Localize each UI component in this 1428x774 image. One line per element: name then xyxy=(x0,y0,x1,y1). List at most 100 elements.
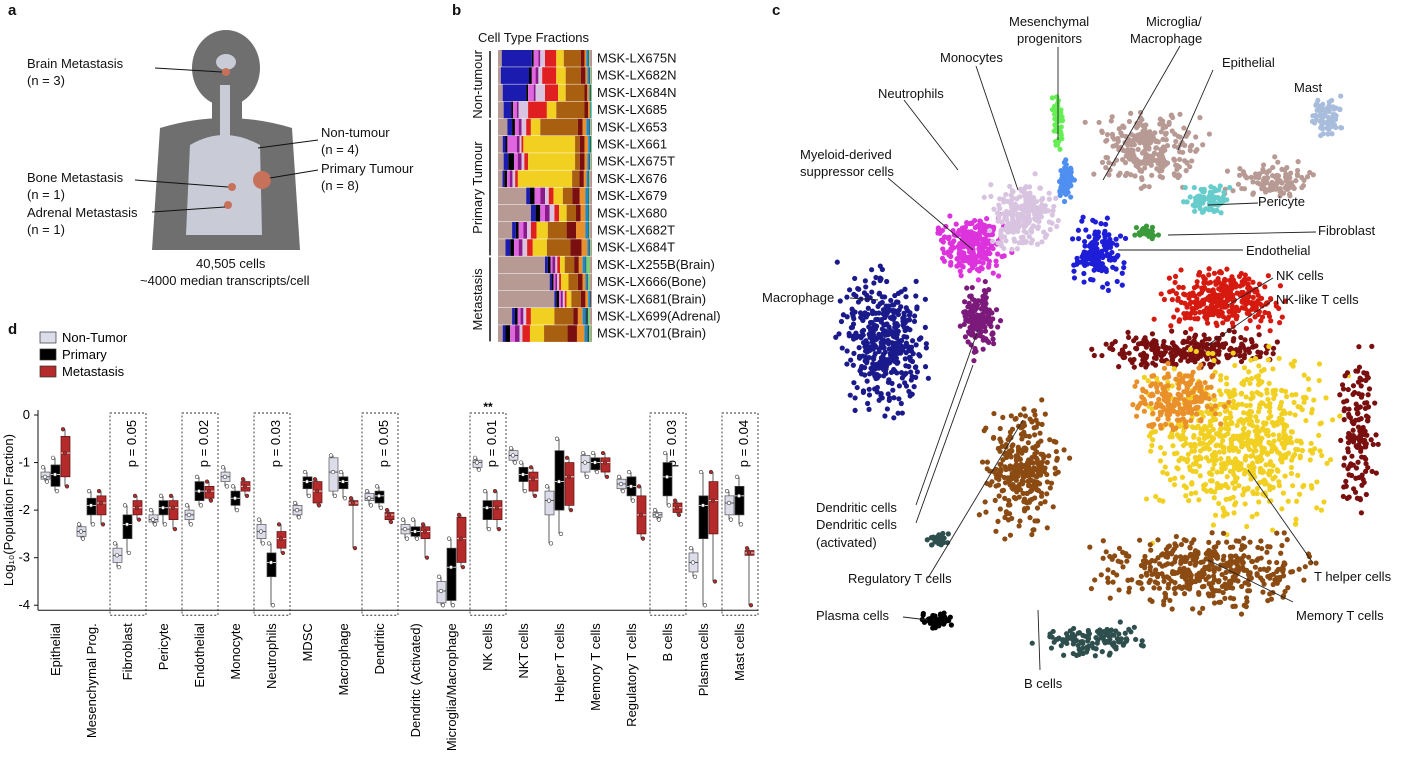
cell-point xyxy=(1340,493,1346,500)
cell-point xyxy=(1153,341,1159,348)
cell-point xyxy=(1035,224,1041,230)
cell-point xyxy=(889,302,896,308)
cell-point xyxy=(1192,334,1198,340)
cell-point xyxy=(1042,411,1048,417)
cell-point xyxy=(893,324,899,330)
cell-point xyxy=(870,298,877,305)
cell-point xyxy=(1338,437,1344,443)
cell-point xyxy=(1051,111,1058,117)
fraction-segment xyxy=(556,67,566,84)
cluster-label-dca1: Dendritic cells xyxy=(816,517,897,532)
fraction-segment xyxy=(500,67,530,84)
cell-point xyxy=(1008,192,1014,198)
sample-label: MSK-LX680 xyxy=(597,205,667,220)
cell-point xyxy=(1292,451,1298,458)
cell-point xyxy=(847,392,853,398)
cell-point xyxy=(1189,292,1195,298)
leader-line xyxy=(1177,69,1214,151)
cell-point xyxy=(947,213,953,219)
cell-point xyxy=(1082,262,1088,269)
cell-point xyxy=(1169,561,1175,567)
fraction-segment xyxy=(524,153,529,170)
cell-point xyxy=(1169,606,1175,612)
cell-point xyxy=(1198,388,1204,394)
cell-point xyxy=(1350,391,1356,397)
cell-point xyxy=(1006,511,1013,517)
cell-point xyxy=(933,621,939,627)
cell-point xyxy=(1193,411,1200,417)
cell-point xyxy=(890,387,896,393)
cell-point xyxy=(1256,181,1263,187)
cell-point xyxy=(1130,147,1136,154)
cell-point xyxy=(1278,550,1284,556)
cell-point xyxy=(879,299,885,306)
cell-point xyxy=(1196,463,1203,469)
cell-point xyxy=(1260,182,1267,188)
cell-point xyxy=(1169,357,1176,363)
fraction-segment xyxy=(546,239,571,256)
fraction-segment xyxy=(589,239,591,256)
cell-point xyxy=(1293,516,1299,522)
fraction-segment xyxy=(576,204,581,222)
fraction-segment xyxy=(576,222,586,239)
cell-point xyxy=(1265,357,1271,363)
cell-point xyxy=(864,378,870,384)
cell-point xyxy=(1182,184,1188,191)
cell-point xyxy=(1252,355,1259,362)
cell-point xyxy=(1065,181,1071,187)
cell-point xyxy=(1039,397,1045,403)
fraction-segment xyxy=(507,118,513,136)
cell-point xyxy=(1328,121,1334,127)
cell-point xyxy=(1123,636,1130,642)
cell-point xyxy=(877,275,883,281)
cell-point xyxy=(1270,345,1277,351)
cell-point xyxy=(1021,429,1027,435)
cell-point xyxy=(1038,493,1045,499)
cell-point xyxy=(1202,314,1208,320)
cell-point xyxy=(1162,388,1168,394)
cell-point xyxy=(1220,341,1226,347)
sample-label: MSK-LX666(Bone) xyxy=(597,274,706,289)
fraction-segment xyxy=(547,256,551,274)
cell-point xyxy=(1220,438,1226,444)
cell-point xyxy=(1003,191,1009,198)
fraction-segment xyxy=(512,222,516,239)
cell-point xyxy=(869,289,875,295)
cell-point xyxy=(896,307,902,313)
cell-point xyxy=(1099,649,1105,655)
cell-point xyxy=(1057,192,1063,199)
cell-point xyxy=(1359,430,1365,436)
cell-point xyxy=(880,367,887,373)
cell-point xyxy=(1338,125,1344,131)
cell-point xyxy=(1239,583,1245,590)
cell-point xyxy=(1138,642,1145,648)
cell-point xyxy=(1249,306,1255,312)
cell-point xyxy=(965,339,971,345)
cell-point xyxy=(990,270,996,276)
fraction-segment xyxy=(553,273,556,291)
cell-point xyxy=(998,239,1004,246)
cell-point xyxy=(884,321,890,327)
label-primary-tumour: Primary Tumour xyxy=(321,161,414,176)
cell-point xyxy=(1142,553,1148,560)
fraction-segment xyxy=(518,118,522,136)
cell-point xyxy=(1240,426,1246,432)
cell-point xyxy=(1023,446,1029,452)
cell-point xyxy=(1160,118,1166,124)
cell-point xyxy=(1206,312,1212,318)
cell-point xyxy=(872,337,878,343)
cell-point xyxy=(866,406,872,412)
cell-point xyxy=(1230,603,1236,609)
cell-point xyxy=(994,210,1001,216)
cell-point xyxy=(1156,497,1163,503)
cell-point xyxy=(855,286,861,292)
cell-point xyxy=(993,262,1000,269)
fraction-segment xyxy=(562,187,573,205)
cell-point xyxy=(1052,471,1059,477)
cell-point xyxy=(894,349,900,355)
cell-point xyxy=(1140,388,1146,394)
leader-line xyxy=(1207,299,1274,346)
data-point xyxy=(330,469,336,475)
cell-point xyxy=(940,246,946,252)
cell-point xyxy=(1259,450,1265,456)
